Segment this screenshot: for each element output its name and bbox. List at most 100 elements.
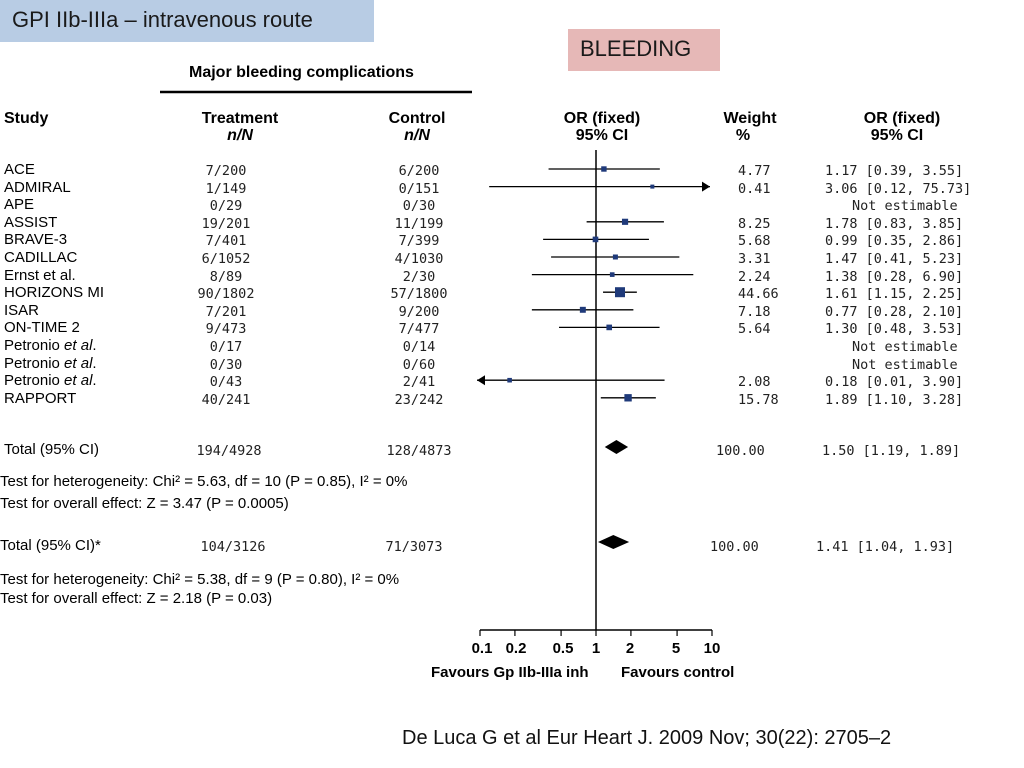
study-treatment: 90/1802 xyxy=(197,286,255,303)
total2-treatment: 104/3126 xyxy=(200,539,266,555)
forest-plot-panel xyxy=(0,62,1024,686)
study-ci: 1.89 [1.10, 3.28] xyxy=(825,391,964,408)
pooled-diamond xyxy=(604,440,629,454)
study-name: Ernst et al. xyxy=(4,266,76,284)
study-control: 2/30 xyxy=(402,268,436,285)
study-name: HORIZONS MI xyxy=(4,284,104,302)
total1-ci: 1.50 [1.19, 1.89] xyxy=(822,443,961,459)
total1-control: 128/4873 xyxy=(386,443,452,459)
study-name: Petronio et al. xyxy=(4,372,97,390)
study-ci: 0.77 [0.28, 2.10] xyxy=(825,303,964,320)
favours-left-label: Favours Gp IIb-IIIa inh xyxy=(431,664,589,681)
study-name: CADILLAC xyxy=(4,249,78,266)
overall-effect-test-1: Test for overall effect: Z = 3.47 (P = 0… xyxy=(0,495,289,512)
study-ci: 0.18 [0.01, 3.90] xyxy=(825,374,964,391)
axis-tick-label: 1 xyxy=(591,640,601,657)
header-weight: Weight xyxy=(723,110,777,127)
total1-label: Total (95% CI) xyxy=(4,441,100,458)
study-treatment: 7/201 xyxy=(205,303,247,320)
study-name: RAPPORT xyxy=(4,389,77,407)
axis-tick-label: 2 xyxy=(625,640,635,657)
total2-ci: 1.41 [1.04, 1.93] xyxy=(816,539,955,555)
study-weight: 4.77 xyxy=(738,163,771,179)
study-ci: 3.06 [0.12, 75.73] xyxy=(825,180,972,197)
study-weight: 44.66 xyxy=(738,286,779,303)
effect-marker xyxy=(579,306,586,313)
study-control: 6/200 xyxy=(398,163,440,179)
total2-label: Total (95% CI)* xyxy=(0,537,101,554)
effect-marker xyxy=(624,394,632,402)
study-control: 9/200 xyxy=(398,303,440,320)
study-name: ISAR xyxy=(4,301,40,319)
study-control: 11/199 xyxy=(394,215,444,232)
total2-weight: 100.00 xyxy=(710,539,759,555)
header-control-sub: n/N xyxy=(404,127,430,144)
study-ci: 1.78 [0.83, 3.85] xyxy=(825,215,964,232)
study-control: 0/151 xyxy=(398,180,440,197)
study-name: BRAVE-3 xyxy=(4,231,68,249)
study-name: APE xyxy=(4,196,35,214)
study-control: 23/242 xyxy=(394,391,444,408)
study-name: ADMIRAL xyxy=(4,178,71,196)
study-treatment: 7/200 xyxy=(205,163,247,179)
header-treatment: Treatment xyxy=(201,110,279,127)
effect-marker xyxy=(650,184,655,189)
study-treatment: 1/149 xyxy=(205,180,247,197)
study-treatment: 0/17 xyxy=(209,339,243,355)
axis-tick-label: 0.5 xyxy=(552,640,574,657)
header-study: Study xyxy=(4,110,49,127)
study-ci: Not estimable xyxy=(852,339,958,355)
axis-tick-label: 0.1 xyxy=(471,640,493,657)
header-control: Control xyxy=(388,110,446,127)
overall-effect-test-2: Test for overall effect: Z = 2.18 (P = 0… xyxy=(0,590,273,607)
study-control: 7/477 xyxy=(398,321,440,338)
study-weight: 2.08 xyxy=(738,374,771,391)
study-control: 0/30 xyxy=(402,198,436,215)
axis-tick-label: 5 xyxy=(671,640,681,657)
effect-marker xyxy=(609,272,615,277)
study-name: ASSIST xyxy=(4,213,58,231)
study-weight: 8.25 xyxy=(738,215,771,232)
effect-marker xyxy=(621,218,629,225)
bleeding-tag-box xyxy=(568,29,720,71)
effect-marker xyxy=(614,287,625,298)
favours-right-label: Favours control xyxy=(621,664,735,681)
study-treatment: 19/201 xyxy=(201,215,251,232)
study-ci: 0.99 [0.35, 2.86] xyxy=(825,233,964,250)
study-treatment: 40/241 xyxy=(201,391,251,408)
study-ci: 1.17 [0.39, 3.55] xyxy=(825,163,964,179)
header-or2: OR (fixed) xyxy=(863,110,941,127)
study-treatment: 7/401 xyxy=(205,233,247,250)
study-weight: 5.64 xyxy=(738,321,771,338)
heterogeneity-test-1: Test for heterogeneity: Chi² = 5.63, df … xyxy=(0,473,408,490)
study-weight: 0.41 xyxy=(738,180,771,197)
header-treatment-sub: n/N xyxy=(227,127,253,144)
effect-marker xyxy=(606,324,613,331)
section-title: Major bleeding complications xyxy=(189,64,414,81)
study-control: 7/399 xyxy=(398,233,440,250)
citation: De Luca G et al Eur Heart J. 2009 Nov; 3… xyxy=(402,727,892,749)
bleeding-tag: BLEEDING xyxy=(580,36,692,61)
ci-arrow-left xyxy=(477,375,485,386)
effect-marker xyxy=(601,166,607,172)
study-name: Petronio et al. xyxy=(4,337,97,354)
header-or: OR (fixed) xyxy=(563,110,641,127)
study-weight: 2.24 xyxy=(738,268,771,285)
heterogeneity-test-2: Test for heterogeneity: Chi² = 5.38, df … xyxy=(0,571,400,588)
slide-title-box xyxy=(0,0,374,42)
effect-marker xyxy=(592,236,599,243)
study-weight: 5.68 xyxy=(738,233,771,250)
study-ci: 1.61 [1.15, 2.25] xyxy=(825,286,964,303)
study-control: 4/1030 xyxy=(394,251,444,267)
study-control: 57/1800 xyxy=(390,286,448,303)
study-treatment: 0/30 xyxy=(209,356,243,373)
study-control: 0/60 xyxy=(402,356,436,373)
study-weight: 7.18 xyxy=(738,303,771,320)
study-name: Petronio et al. xyxy=(4,354,97,372)
total1-treatment: 194/4928 xyxy=(196,443,262,459)
slide-title: GPI IIb-IIIa – intravenous route xyxy=(12,7,313,32)
study-ci: 1.30 [0.48, 3.53] xyxy=(825,321,964,338)
study-ci: 1.38 [0.28, 6.90] xyxy=(825,268,964,285)
study-ci: Not estimable xyxy=(852,356,958,373)
effect-marker xyxy=(612,254,618,260)
